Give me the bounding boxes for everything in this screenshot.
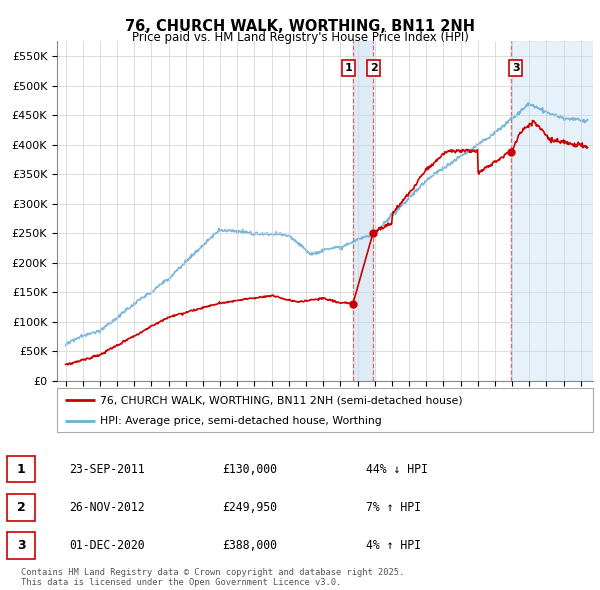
Text: 76, CHURCH WALK, WORTHING, BN11 2NH: 76, CHURCH WALK, WORTHING, BN11 2NH (125, 19, 475, 34)
Text: Contains HM Land Registry data © Crown copyright and database right 2025.
This d: Contains HM Land Registry data © Crown c… (21, 568, 404, 587)
Text: £130,000: £130,000 (222, 463, 277, 476)
Text: 26-NOV-2012: 26-NOV-2012 (69, 501, 145, 514)
Text: 76, CHURCH WALK, WORTHING, BN11 2NH (semi-detached house): 76, CHURCH WALK, WORTHING, BN11 2NH (sem… (100, 395, 463, 405)
Text: HPI: Average price, semi-detached house, Worthing: HPI: Average price, semi-detached house,… (100, 416, 382, 426)
Text: Price paid vs. HM Land Registry's House Price Index (HPI): Price paid vs. HM Land Registry's House … (131, 31, 469, 44)
Text: 2: 2 (17, 501, 25, 514)
Text: 7% ↑ HPI: 7% ↑ HPI (366, 501, 421, 514)
Text: 4% ↑ HPI: 4% ↑ HPI (366, 539, 421, 552)
Text: 23-SEP-2011: 23-SEP-2011 (69, 463, 145, 476)
Text: 1: 1 (17, 463, 25, 476)
Text: 1: 1 (345, 63, 352, 73)
Text: 3: 3 (512, 63, 520, 73)
Text: £249,950: £249,950 (222, 501, 277, 514)
Text: 01-DEC-2020: 01-DEC-2020 (69, 539, 145, 552)
Point (506, 147, 515, 156)
Bar (353, 41, 373, 381)
Text: 3: 3 (17, 539, 25, 552)
Text: £388,000: £388,000 (222, 539, 277, 552)
Text: 2: 2 (370, 63, 378, 73)
Text: 44% ↓ HPI: 44% ↓ HPI (366, 463, 428, 476)
Point (348, 299, 358, 309)
Bar (511, 41, 593, 381)
Point (368, 228, 378, 238)
FancyBboxPatch shape (57, 388, 593, 432)
